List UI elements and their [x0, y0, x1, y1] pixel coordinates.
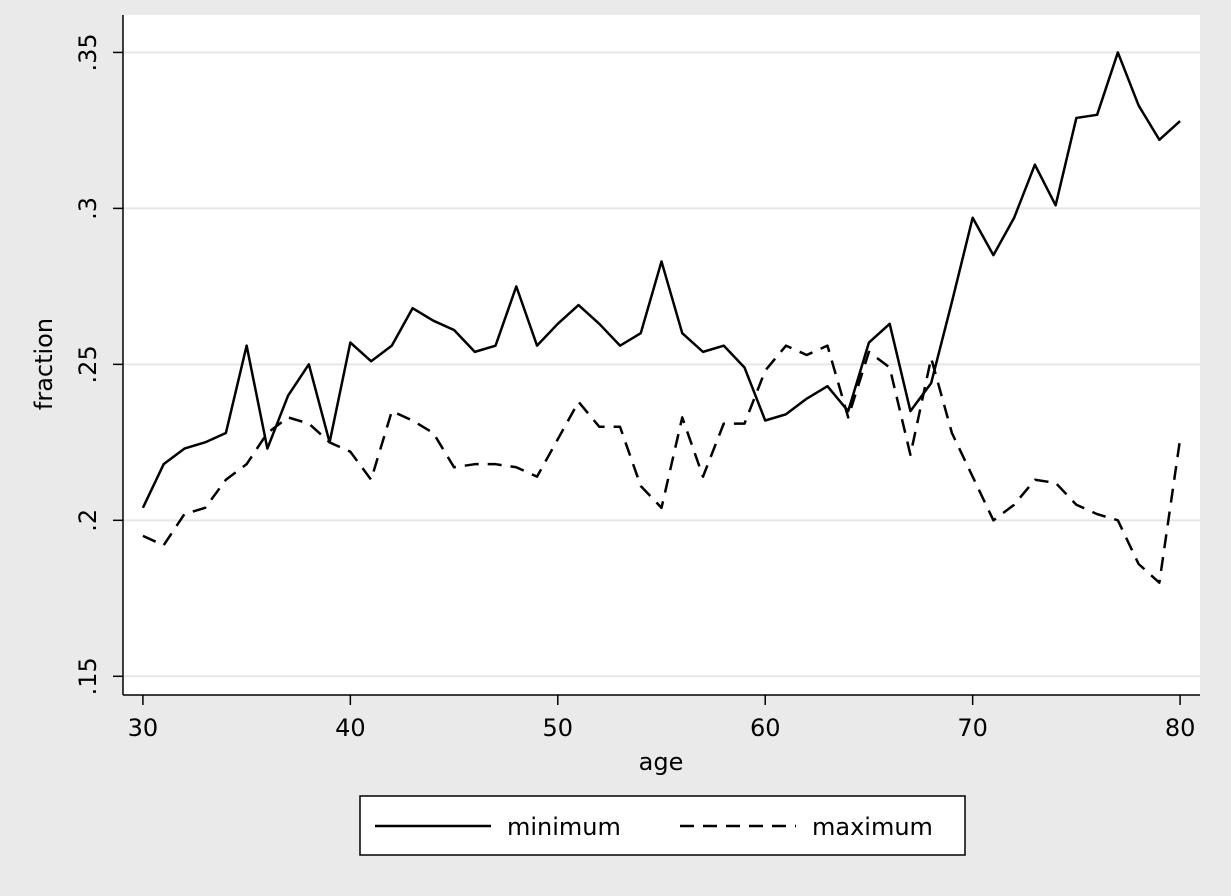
legend-label: minimum	[507, 813, 621, 841]
x-tick-label: 50	[543, 714, 574, 742]
y-axis-title: fraction	[30, 318, 58, 410]
x-tick-label: 40	[335, 714, 366, 742]
y-tick-label: .2	[74, 509, 102, 532]
x-tick-label: 70	[957, 714, 988, 742]
series-line	[142, 344, 1182, 584]
y-tick-label: .25	[74, 345, 102, 383]
y-tick-label: .35	[74, 33, 102, 71]
series-line	[141, 51, 1181, 509]
x-tick-label: 80	[1165, 714, 1196, 742]
x-axis-title: age	[639, 748, 684, 776]
legend-label: maximum	[812, 813, 933, 841]
y-tick-label: .15	[74, 657, 102, 695]
x-tick-label: 60	[750, 714, 781, 742]
y-tick-label: .3	[74, 197, 102, 220]
plot-area	[123, 15, 1200, 695]
x-tick-label: 30	[128, 714, 159, 742]
